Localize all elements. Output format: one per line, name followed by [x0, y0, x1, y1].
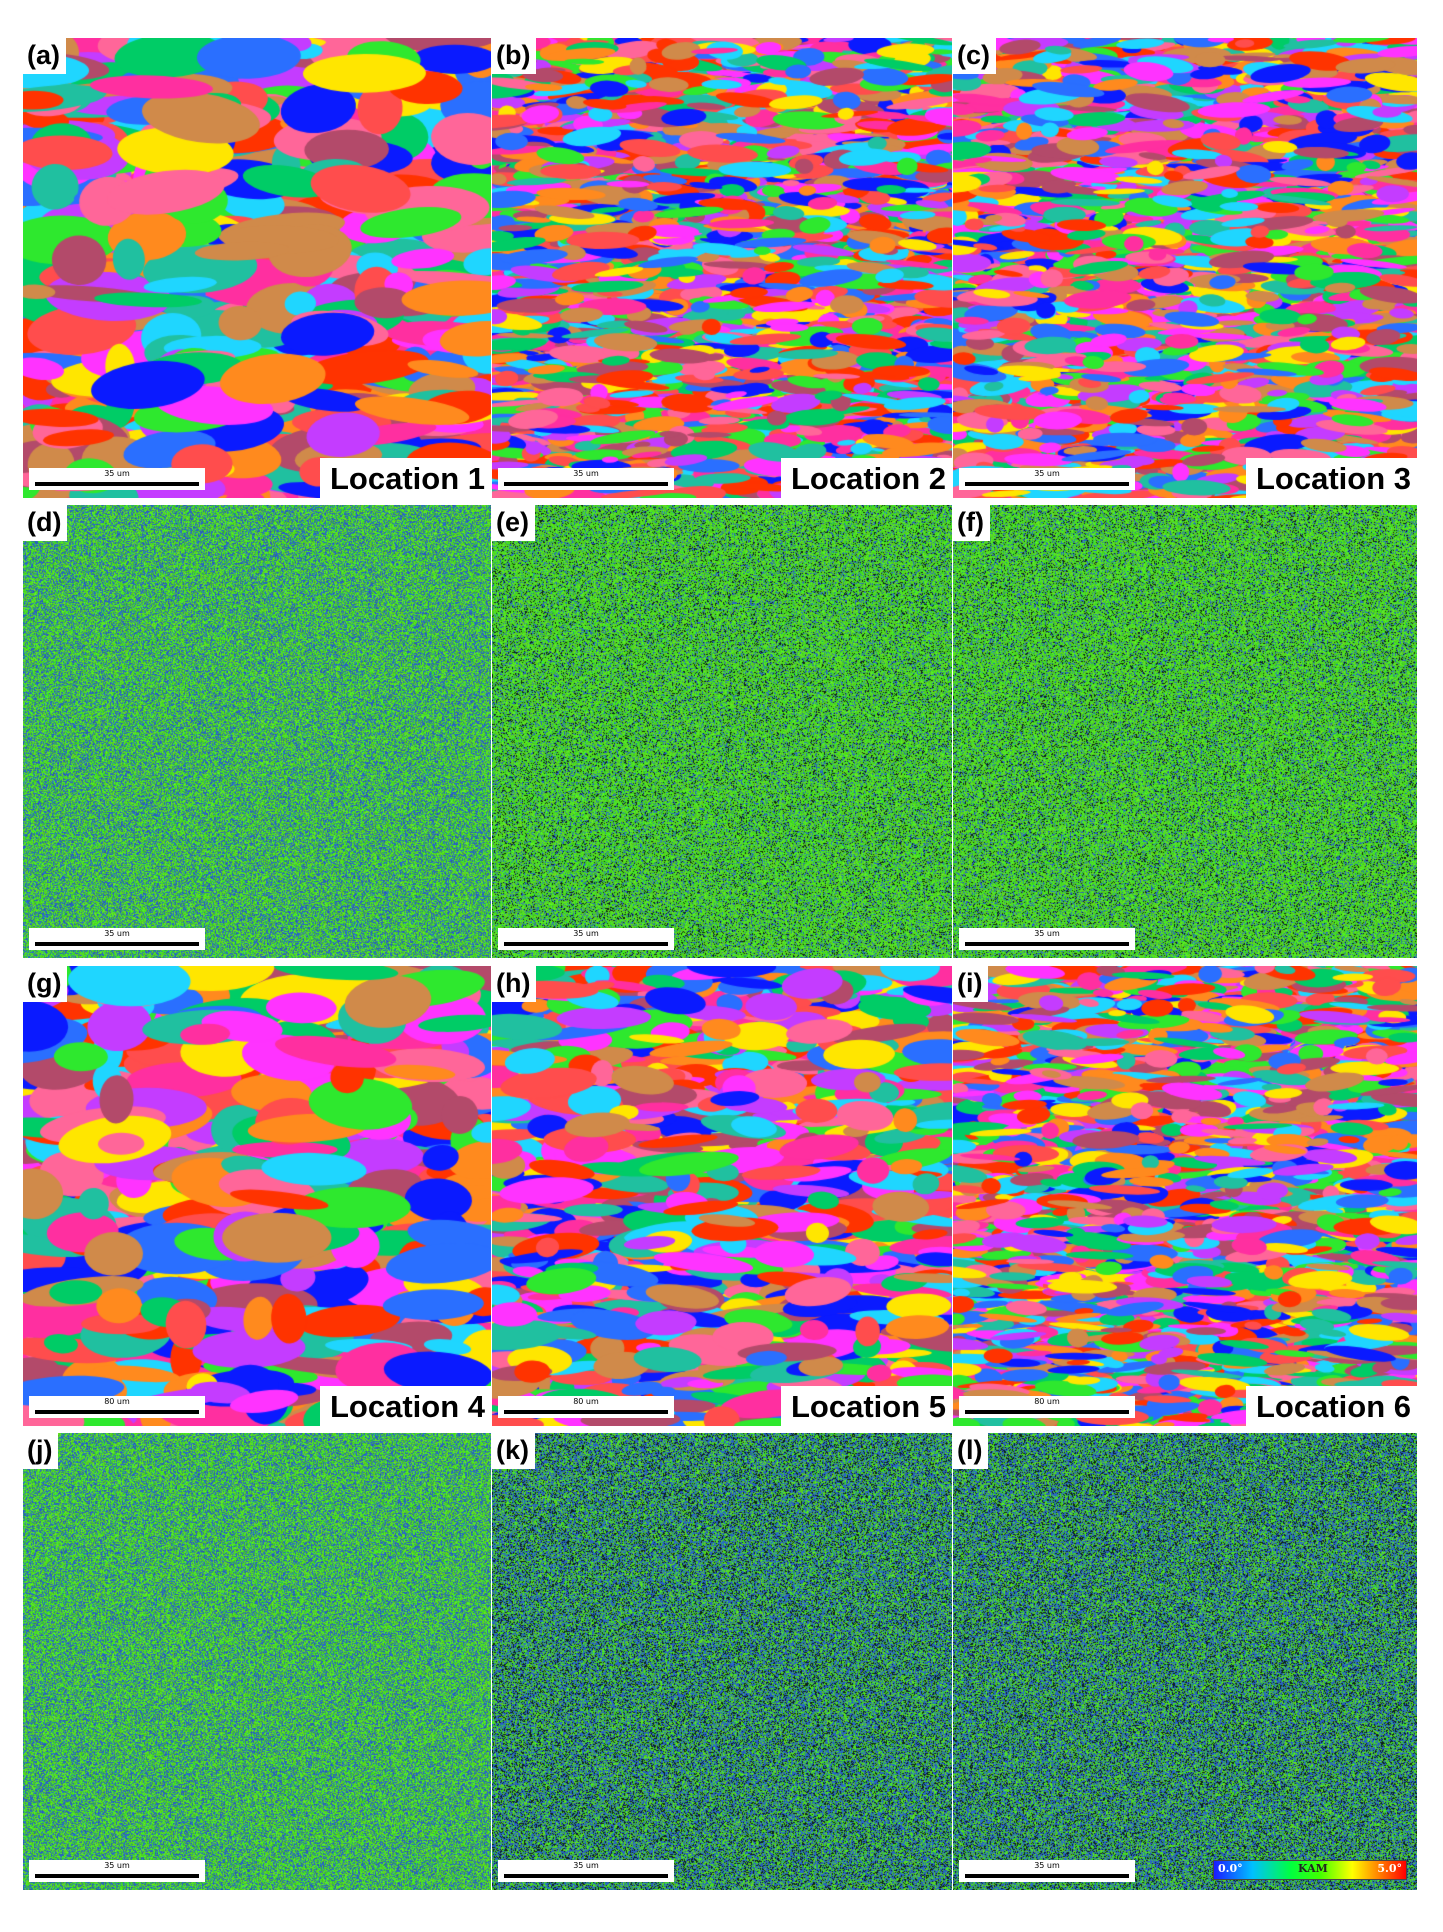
kam-color-legend: 0.0° KAM 5.0°	[1213, 1860, 1407, 1880]
scale-bar-text: 80 um	[573, 1397, 599, 1406]
panel-a: (a) 35 um Location 1	[23, 38, 491, 498]
legend-min: 0.0°	[1218, 1862, 1243, 1875]
panel-b: (b) 35 um Location 2	[492, 38, 952, 498]
panel-l: (l) 35 um 0.0° KAM 5.0°	[953, 1433, 1417, 1890]
panel-k: (k) 35 um	[492, 1433, 952, 1890]
scale-bar: 35 um	[498, 468, 674, 490]
scale-bar-text: 35 um	[104, 929, 130, 938]
ipf-map-g	[23, 966, 491, 1426]
panel-label: (e)	[492, 505, 535, 541]
kam-map-f	[953, 505, 1417, 958]
scale-bar: 35 um	[498, 1860, 674, 1882]
scale-bar: 80 um	[498, 1396, 674, 1418]
scale-bar-line	[504, 1410, 668, 1414]
scale-bar-text: 35 um	[573, 469, 599, 478]
panel-label: (j)	[23, 1433, 59, 1469]
legend-title: KAM	[1298, 1862, 1328, 1875]
kam-map-d	[23, 505, 491, 958]
scale-bar-line	[965, 1874, 1129, 1878]
panel-h: (h) 80 um Location 5	[492, 966, 952, 1426]
scale-bar-text: 35 um	[1034, 1861, 1060, 1870]
panel-label: (g)	[23, 966, 68, 1002]
scale-bar-text: 35 um	[104, 1861, 130, 1870]
kam-map-e	[492, 505, 952, 958]
location-label: Location 4	[319, 1386, 491, 1426]
ipf-map-c	[953, 38, 1417, 498]
kam-map-l	[953, 1433, 1417, 1890]
panel-f: (f) 35 um	[953, 505, 1417, 958]
location-label: Location 1	[319, 458, 491, 498]
scale-bar-text: 80 um	[104, 1397, 130, 1406]
scale-bar-text: 80 um	[1034, 1397, 1060, 1406]
panel-label: (h)	[492, 966, 537, 1002]
location-label: Location 3	[1245, 458, 1417, 498]
scale-bar-text: 35 um	[1034, 929, 1060, 938]
scale-bar: 35 um	[498, 928, 674, 950]
panel-i: (i) 80 um Location 6	[953, 966, 1417, 1426]
panel-label: (k)	[492, 1433, 535, 1469]
panel-d: (d) 35 um	[23, 505, 491, 958]
scale-bar: 35 um	[959, 928, 1135, 950]
ipf-map-a	[23, 38, 491, 498]
ipf-map-b	[492, 38, 952, 498]
panel-c: (c) 35 um Location 3	[953, 38, 1417, 498]
scale-bar-line	[965, 942, 1129, 946]
scale-bar-line	[504, 942, 668, 946]
location-label: Location 5	[780, 1386, 952, 1426]
scale-bar-line	[35, 482, 199, 486]
panel-label: (i)	[953, 966, 989, 1002]
panel-label: (d)	[23, 505, 68, 541]
ipf-map-i	[953, 966, 1417, 1426]
scale-bar-text: 35 um	[1034, 469, 1060, 478]
panel-g: (g) 80 um Location 4	[23, 966, 491, 1426]
location-label: Location 2	[780, 458, 952, 498]
scale-bar-line	[504, 1874, 668, 1878]
scale-bar: 80 um	[29, 1396, 205, 1418]
scale-bar-line	[35, 1410, 199, 1414]
scale-bar-line	[965, 482, 1129, 486]
scale-bar: 35 um	[959, 468, 1135, 490]
scale-bar: 80 um	[959, 1396, 1135, 1418]
panel-label: (c)	[953, 38, 996, 74]
scale-bar: 35 um	[959, 1860, 1135, 1882]
panel-e: (e) 35 um	[492, 505, 952, 958]
kam-map-k	[492, 1433, 952, 1890]
kam-map-j	[23, 1433, 491, 1890]
scale-bar: 35 um	[29, 1860, 205, 1882]
location-label: Location 6	[1245, 1386, 1417, 1426]
scale-bar-line	[35, 1874, 199, 1878]
panel-label: (b)	[492, 38, 537, 74]
scale-bar-line	[35, 942, 199, 946]
ipf-map-h	[492, 966, 952, 1426]
scale-bar-line	[965, 1410, 1129, 1414]
scale-bar-text: 35 um	[573, 1861, 599, 1870]
scale-bar: 35 um	[29, 928, 205, 950]
panel-label: (a)	[23, 38, 66, 74]
scale-bar: 35 um	[29, 468, 205, 490]
scale-bar-line	[504, 482, 668, 486]
legend-max: 5.0°	[1377, 1862, 1402, 1875]
panel-j: (j) 35 um	[23, 1433, 491, 1890]
scale-bar-text: 35 um	[573, 929, 599, 938]
scale-bar-text: 35 um	[104, 469, 130, 478]
panel-label: (f)	[953, 505, 990, 541]
panel-label: (l)	[953, 1433, 989, 1469]
